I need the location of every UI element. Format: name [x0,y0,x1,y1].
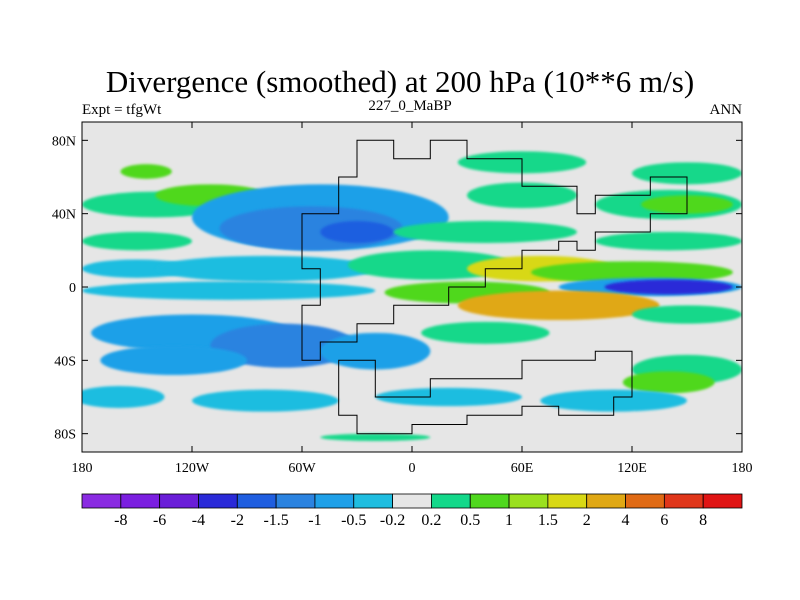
colorbar: -8 -6 -4 -2 -1.5 -1 -0.5 -0.2 0.2 0.5 1 1.5 2 4 6 8 [81,493,743,529]
colorbar-swatch-7 [353,493,393,509]
field-region-24 [632,305,742,324]
field-region-0 [120,164,172,179]
colorbar-swatch-12 [547,493,588,509]
season-label: ANN [710,102,743,118]
field-region-11 [82,232,192,251]
colorbar-label-2: -4 [192,512,205,529]
field-region-13 [595,232,742,251]
colorbar-label-14: 6 [660,512,668,529]
colorbar-label-9: 0.5 [460,512,480,529]
field-region-2 [632,162,742,185]
colorbar-swatch-0 [81,493,122,509]
y-axis-ticks: 80N 40N 0 40S 80S [52,134,742,443]
continent-outline-0 [301,139,688,361]
y-tick-label-2: 0 [69,281,76,296]
x-tick-label-5: 120E [617,461,647,476]
colorbar-swatch-3 [198,493,238,509]
x-axis-ticks: 180 120W 60W 0 60E 120E 180 [72,122,753,476]
field-region-29 [421,321,550,344]
y-tick-label-4: 80S [54,428,76,443]
x-tick-label-3: 0 [409,461,416,476]
x-tick-label-2: 60W [288,461,316,476]
colorbar-swatch-8 [392,493,432,509]
colorbar-swatch-5 [275,493,316,509]
field-region-12 [393,221,577,243]
colorbar-label-15: 8 [699,512,707,529]
x-tick-label-6: 180 [732,461,753,476]
chart-title: Divergence (smoothed) at 200 hPa (10**6 … [106,64,694,99]
x-tick-label-1: 120W [175,461,210,476]
field-region-7 [467,182,577,209]
continent-outline-1 [338,350,633,435]
colorbar-label-3: -2 [231,512,244,529]
colorbar-label-7: -0.2 [380,512,405,529]
field-region-10 [320,221,394,243]
colorbar-swatch-9 [431,493,471,509]
y-tick-label-1: 40N [52,208,76,223]
colorbar-swatch-15 [663,493,704,509]
field-region-33 [192,389,339,412]
x-tick-label-4: 60E [511,461,534,476]
colorbar-swatch-10 [469,493,510,509]
field-region-21 [82,281,376,300]
colorbar-swatch-1 [120,493,161,509]
colorbar-label-8: 0.2 [421,512,441,529]
field-region-18 [531,261,733,284]
field-region-36 [320,433,431,442]
continent-outlines [301,139,688,435]
colorbar-swatch-11 [508,493,549,509]
colorbar-label-13: 4 [622,512,630,529]
colorbar-label-4: -1.5 [263,512,288,529]
y-tick-label-3: 40S [54,354,76,369]
colorbar-label-0: -8 [114,512,127,529]
colorbar-label-6: -0.5 [341,512,366,529]
colorbar-label-5: -1 [308,512,321,529]
field-region-32 [82,386,165,408]
colorbar-swatch-13 [586,493,626,509]
colorbar-label-1: -6 [153,512,166,529]
experiment-label: Expt = tfgWt [82,102,162,118]
colorbar-label-10: 1 [505,512,513,529]
colorbar-swatch-6 [314,493,355,509]
field-region-15 [155,255,376,282]
colorbar-swatch-2 [159,493,199,509]
field-region-31 [622,371,715,394]
colorbar-swatch-4 [236,493,277,509]
colorbar-label-12: 2 [583,512,591,529]
x-tick-label-0: 180 [72,461,93,476]
y-tick-label-0: 80N [52,134,76,149]
field-region-27 [100,345,247,376]
field-region-23 [457,290,660,321]
case-label: 227_0_MaBP [368,98,451,114]
field-region-20 [604,279,733,295]
colorbar-swatch-16 [702,493,743,509]
colorbar-label-11: 1.5 [538,512,558,529]
field-region-34 [375,387,522,407]
colorbar-swatch-14 [625,493,665,509]
divergence-field [82,151,742,442]
